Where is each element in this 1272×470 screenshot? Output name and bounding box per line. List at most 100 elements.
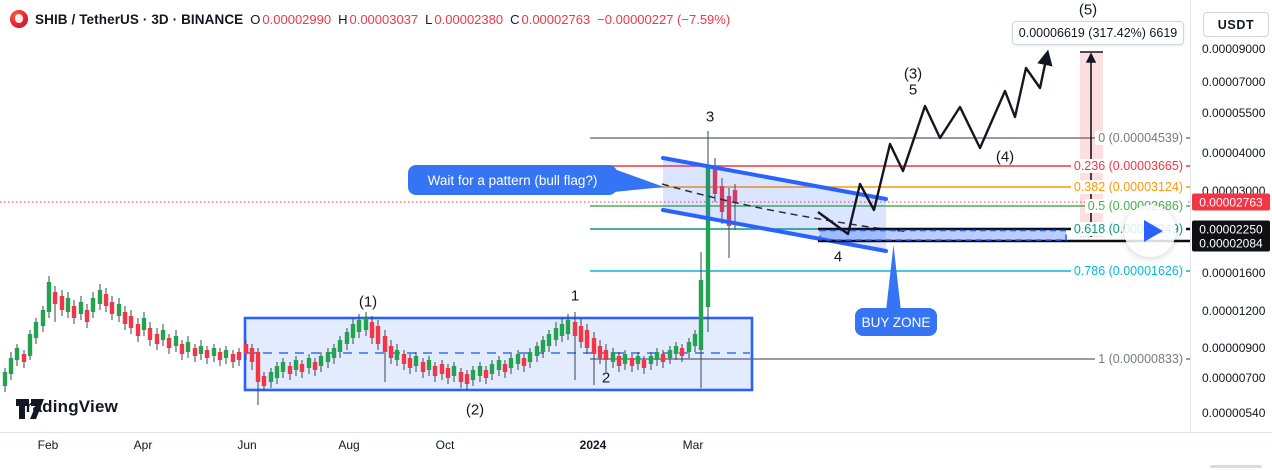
y-axis-label: 0.00009000: [1202, 42, 1266, 56]
candle-body: [274, 366, 280, 378]
candle-body: [261, 376, 267, 386]
time-axis-separator: [0, 432, 1272, 433]
candle-body: [527, 352, 533, 362]
candle-body: [477, 366, 483, 376]
candle-body: [27, 334, 33, 356]
candle-body: [255, 352, 261, 382]
candle-body: [458, 372, 464, 382]
candle-body: [249, 348, 255, 362]
buy-zone-callout[interactable]: BUY ZONE: [855, 308, 937, 336]
price-range-tooltip: 0.00006619 (317.42%) 6619: [1012, 21, 1184, 45]
candle-body: [616, 356, 622, 366]
candle-body: [667, 350, 673, 358]
candle-body: [337, 340, 343, 352]
candle-body: [280, 362, 286, 372]
candle-body: [635, 356, 641, 364]
candle-body: [325, 352, 331, 362]
candle-body: [204, 350, 210, 358]
axis-scroll-thumb[interactable]: [1210, 465, 1262, 468]
candle-body: [166, 338, 172, 348]
wave-label: 5: [908, 81, 918, 99]
flag-channel-top: [661, 156, 888, 201]
candle-body: [648, 356, 654, 364]
wave-label: (1): [358, 293, 378, 311]
candle-body: [732, 190, 738, 202]
y-axis-label: 0.00000900: [1202, 341, 1266, 355]
y-axis-label: 0.00000700: [1202, 371, 1266, 385]
candle-body: [369, 322, 375, 338]
wave-label: 2: [601, 369, 611, 387]
y-axis-label: 0.00007000: [1202, 75, 1266, 89]
candle-body: [540, 340, 546, 352]
candle-body: [603, 350, 609, 360]
candle-body: [712, 168, 718, 194]
candle-body: [46, 282, 52, 312]
candle-body: [578, 326, 584, 342]
wave-label: 4: [833, 248, 843, 266]
shib-logo-icon: [10, 10, 28, 28]
tradingview-watermark: TradingView: [16, 397, 118, 419]
candle-body: [21, 354, 27, 362]
y-axis-label: 0.00005500: [1202, 106, 1266, 120]
symbol-title[interactable]: SHIB / TetherUS · 3D · BINANCE: [35, 11, 244, 27]
candle-body: [673, 346, 679, 354]
buy-zone-rect: [819, 229, 1067, 241]
x-axis-label: 2024: [579, 438, 607, 452]
flag-channel-bottom: [661, 208, 888, 253]
candle-body: [299, 364, 305, 372]
candle-body: [192, 348, 198, 356]
candle-body: [356, 320, 362, 332]
candle-body: [382, 336, 388, 352]
tradingview-logo-icon: [16, 399, 44, 419]
x-axis-label: Mar: [682, 438, 704, 452]
price-range-text: 0.00006619 (317.42%) 6619: [1018, 26, 1178, 40]
candle-body: [388, 346, 394, 358]
play-button[interactable]: [1124, 205, 1176, 257]
y-axis-label: 0.00001600: [1202, 266, 1266, 280]
x-axis-label: Feb: [37, 438, 59, 452]
candle-body: [508, 358, 514, 368]
candle-body: [78, 302, 84, 314]
candle-body: [426, 360, 432, 370]
wave-label: (5): [1078, 1, 1098, 19]
ohlc-high: H 0.00003037: [338, 11, 419, 27]
candle-body: [413, 356, 419, 366]
candle-body: [312, 362, 318, 370]
candle-body: [565, 320, 571, 334]
candle-body: [679, 348, 685, 356]
x-axis-label: Apr: [133, 438, 153, 452]
candle-body: [230, 354, 236, 362]
candle-body: [546, 334, 552, 346]
chart-legend: SHIB / TetherUS · 3D · BINANCE O 0.000029…: [10, 10, 730, 28]
currency-toggle-button[interactable]: USDT: [1203, 12, 1269, 37]
candle-body: [318, 356, 324, 366]
candle-body: [128, 316, 134, 328]
candle-body: [445, 368, 451, 378]
candle-body: [344, 332, 350, 344]
candle-body: [2, 372, 8, 386]
candle-body: [65, 298, 71, 312]
chart-canvas[interactable]: [0, 0, 1190, 432]
candle-body: [496, 360, 502, 370]
candle-body: [534, 346, 540, 356]
candle-body: [97, 290, 103, 304]
projection-path: [817, 49, 1053, 236]
pattern-note-callout[interactable]: Wait for a pattern (bull flag?): [408, 165, 617, 195]
candle-body: [521, 358, 527, 366]
candle-body: [439, 364, 445, 374]
price-badge: 0.00002763: [1192, 193, 1270, 211]
candle-body: [692, 334, 698, 346]
candle-body: [698, 280, 704, 350]
candle-body: [185, 342, 191, 352]
candle-body: [705, 167, 711, 307]
candle-body: [223, 350, 229, 358]
candle-body: [629, 358, 635, 366]
candle-body: [641, 360, 647, 368]
candle-body: [432, 366, 438, 376]
candle-body: [331, 348, 337, 358]
candle-body: [489, 364, 495, 374]
candle-body: [52, 292, 58, 304]
ohlc-low: L 0.00002380: [425, 11, 504, 27]
candle-body: [160, 330, 166, 340]
